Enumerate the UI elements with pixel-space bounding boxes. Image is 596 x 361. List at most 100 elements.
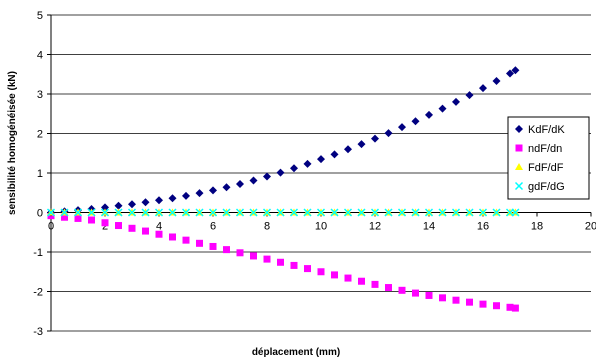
plot-area xyxy=(46,66,520,312)
data-point-stroke xyxy=(222,208,231,217)
data-point xyxy=(506,69,514,78)
data-point xyxy=(465,91,474,100)
data-point xyxy=(479,300,487,308)
data-point-stroke xyxy=(438,208,447,217)
x-tick-label: 8 xyxy=(264,221,270,233)
data-point xyxy=(290,164,298,173)
x-tick-label: 20 xyxy=(585,221,596,233)
data-point xyxy=(182,236,190,244)
data-point-stroke xyxy=(303,208,312,217)
data-point xyxy=(249,176,258,185)
legend-label: gdF/dG xyxy=(528,181,565,193)
x-axis-label: déplacement (mm) xyxy=(252,347,340,358)
data-point xyxy=(303,159,312,168)
data-point xyxy=(317,155,325,164)
data-point-stroke xyxy=(511,208,520,217)
y-tick-label: 4 xyxy=(37,50,43,62)
x-tick-label: 18 xyxy=(531,221,543,233)
data-point xyxy=(223,246,230,254)
data-point xyxy=(439,294,446,302)
data-point xyxy=(465,208,474,217)
data-point xyxy=(303,208,312,217)
data-point xyxy=(208,208,218,217)
data-point xyxy=(357,208,366,217)
data-point xyxy=(276,208,285,217)
data-point xyxy=(182,191,190,200)
data-point xyxy=(249,208,258,217)
data-point xyxy=(127,208,137,217)
data-point-stroke xyxy=(127,208,137,217)
x-tick-label: 0 xyxy=(48,221,54,233)
x-tick-label: 4 xyxy=(156,221,162,233)
data-point xyxy=(101,203,109,212)
data-point xyxy=(398,286,406,294)
data-point xyxy=(384,208,393,217)
data-point-stroke xyxy=(208,208,218,217)
data-point-stroke xyxy=(141,208,150,217)
data-point-stroke xyxy=(384,208,393,217)
data-point xyxy=(385,284,392,292)
data-point-stroke xyxy=(424,208,434,217)
data-point xyxy=(514,181,524,191)
y-tick-label: -1 xyxy=(33,247,43,259)
data-point xyxy=(195,208,204,217)
y-tick-label: 0 xyxy=(37,208,43,220)
data-point xyxy=(515,144,523,152)
data-point xyxy=(330,150,339,159)
data-point-stroke xyxy=(87,208,96,217)
data-point xyxy=(357,140,366,149)
data-point xyxy=(169,233,176,241)
data-point-stroke xyxy=(397,208,407,217)
data-point xyxy=(235,208,245,217)
data-point-stroke xyxy=(330,208,339,217)
data-point xyxy=(181,208,191,217)
data-point xyxy=(492,208,501,217)
data-point xyxy=(506,303,514,311)
data-point xyxy=(511,208,520,217)
y-tick-label: 1 xyxy=(37,168,43,180)
data-point xyxy=(222,183,231,192)
data-point xyxy=(492,76,501,85)
data-point xyxy=(289,208,299,217)
data-point xyxy=(371,134,379,143)
data-point xyxy=(451,208,461,217)
y-tick-labels: 5 4 3 2 1 0 -1 -2 -3 xyxy=(33,10,43,338)
data-point xyxy=(344,274,352,282)
data-point-stroke xyxy=(316,208,326,217)
data-point xyxy=(87,208,96,217)
data-point-stroke xyxy=(411,208,420,217)
x-tick-labels: 0 2 4 6 8 10 12 14 16 18 20 xyxy=(48,221,596,233)
data-point xyxy=(438,104,447,113)
data-point xyxy=(515,125,523,133)
legend-box xyxy=(507,116,590,200)
y-tick-label: -3 xyxy=(33,326,43,338)
data-point-stroke xyxy=(370,208,380,217)
data-point xyxy=(115,222,122,230)
data-point xyxy=(384,129,393,138)
data-point xyxy=(425,110,433,119)
data-point xyxy=(478,208,488,217)
data-point-stroke xyxy=(60,208,69,217)
data-point xyxy=(511,304,519,312)
legend-item: KdF/dK xyxy=(515,124,565,136)
data-point xyxy=(344,145,352,154)
data-point-stroke xyxy=(46,208,56,217)
data-point xyxy=(452,296,460,304)
data-point xyxy=(141,208,150,217)
data-point xyxy=(276,168,285,177)
data-point xyxy=(511,66,520,75)
data-point-stroke xyxy=(465,208,474,217)
x-tick-label: 2 xyxy=(102,221,108,233)
series-kdf-dk xyxy=(47,66,520,217)
data-point xyxy=(74,214,82,222)
data-point xyxy=(155,230,163,238)
data-point xyxy=(60,208,69,217)
data-point xyxy=(155,196,163,205)
data-point-stroke xyxy=(289,208,299,217)
y-tick-label: -2 xyxy=(33,287,43,299)
data-point xyxy=(438,208,447,217)
data-point xyxy=(304,265,311,273)
legend-label: FdF/dF xyxy=(528,162,564,174)
data-point xyxy=(154,208,164,217)
